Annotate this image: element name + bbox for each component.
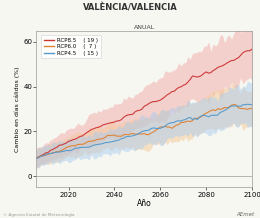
Text: © Agencia Estatal de Meteorología: © Agencia Estatal de Meteorología xyxy=(3,213,74,217)
Title: ANUAL: ANUAL xyxy=(134,25,155,30)
X-axis label: Año: Año xyxy=(137,199,152,208)
Text: VALÈNCIA/VALENCIA: VALÈNCIA/VALENCIA xyxy=(83,3,177,12)
Legend: RCP8.5    ( 19 ), RCP6.0    (  7 ), RCP4.5    ( 15 ): RCP8.5 ( 19 ), RCP6.0 ( 7 ), RCP4.5 ( 15… xyxy=(41,35,101,58)
Y-axis label: Cambio en días cálidos (%): Cambio en días cálidos (%) xyxy=(15,66,21,152)
Text: AEmet: AEmet xyxy=(237,212,255,217)
